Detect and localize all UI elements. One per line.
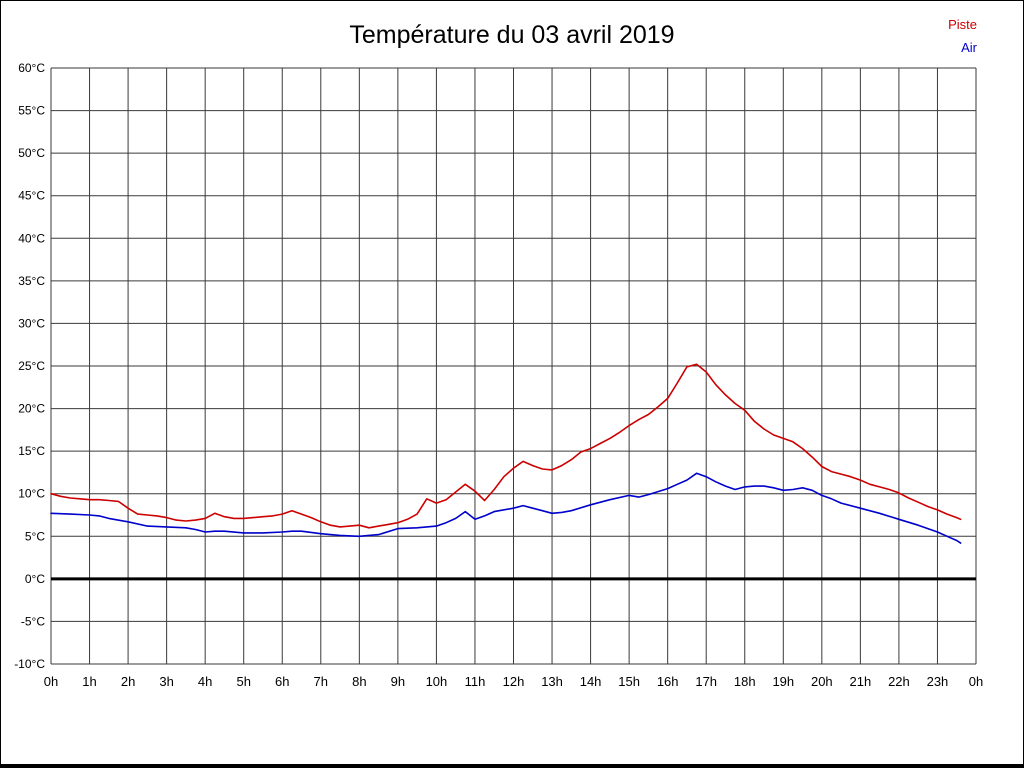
x-tick-label: 14h	[580, 674, 602, 689]
x-tick-label: 8h	[352, 674, 366, 689]
legend-air-label: Air	[961, 40, 977, 55]
y-tick-label: 45°C	[18, 189, 45, 203]
x-tick-label: 0h	[969, 674, 983, 689]
x-tick-label: 5h	[236, 674, 250, 689]
series-air-line	[50, 472, 962, 544]
x-tick-label: 1h	[82, 674, 96, 689]
y-tick-label: 40°C	[18, 231, 45, 245]
gridlines	[50, 67, 977, 665]
x-tick-label: 11h	[465, 674, 486, 689]
y-tick-label: 15°C	[18, 444, 45, 458]
y-tick-label: 60°C	[18, 61, 45, 75]
x-axis-labels: 0h 1h 2h 3h 4h 5h 6h 7h 8h 9h 10h 11h 12h 13h 14h 15h 16…	[44, 674, 983, 689]
y-tick-label: 10°C	[18, 487, 45, 501]
legend: Piste Air	[948, 13, 977, 59]
x-tick-label: 23h	[927, 674, 949, 689]
y-tick-label: 0°C	[25, 572, 45, 586]
y-tick-label: 50°C	[18, 146, 45, 160]
x-tick-label: 7h	[314, 674, 328, 689]
x-tick-label: 19h	[772, 674, 794, 689]
y-axis-labels: 60°C 55°C 50°C 45°C 40°C 35°C 30°C 25°C 20°C 15°C…	[14, 61, 45, 671]
y-tick-label: 20°C	[18, 402, 45, 416]
y-tick-label: -10°C	[14, 657, 45, 671]
x-tick-label: 16h	[657, 674, 679, 689]
y-tick-label: 35°C	[18, 274, 45, 288]
legend-piste-label: Piste	[948, 17, 977, 32]
x-tick-label: 15h	[618, 674, 640, 689]
series-piste-line	[50, 363, 962, 529]
x-tick-label: 6h	[275, 674, 289, 689]
y-tick-label: 25°C	[18, 359, 45, 373]
x-tick-label: 0h	[44, 674, 58, 689]
y-tick-label: 55°C	[18, 104, 45, 118]
x-tick-label: 13h	[541, 674, 563, 689]
legend-air: Air	[948, 36, 977, 59]
x-tick-label: 4h	[198, 674, 212, 689]
x-tick-label: 9h	[391, 674, 405, 689]
x-tick-label: 20h	[811, 674, 833, 689]
x-tick-label: 17h	[695, 674, 717, 689]
x-tick-label: 21h	[850, 674, 872, 689]
x-tick-label: 22h	[888, 674, 910, 689]
x-tick-label: 12h	[503, 674, 525, 689]
y-tick-label: 5°C	[25, 529, 45, 543]
y-tick-label: 30°C	[18, 316, 45, 330]
chart-title: Température du 03 avril 2019	[349, 21, 675, 49]
legend-piste: Piste	[948, 13, 977, 36]
x-tick-label: 3h	[159, 674, 173, 689]
x-tick-label: 2h	[121, 674, 135, 689]
y-tick-label: -5°C	[21, 614, 45, 628]
x-tick-label: 10h	[426, 674, 448, 689]
x-tick-label: 18h	[734, 674, 756, 689]
